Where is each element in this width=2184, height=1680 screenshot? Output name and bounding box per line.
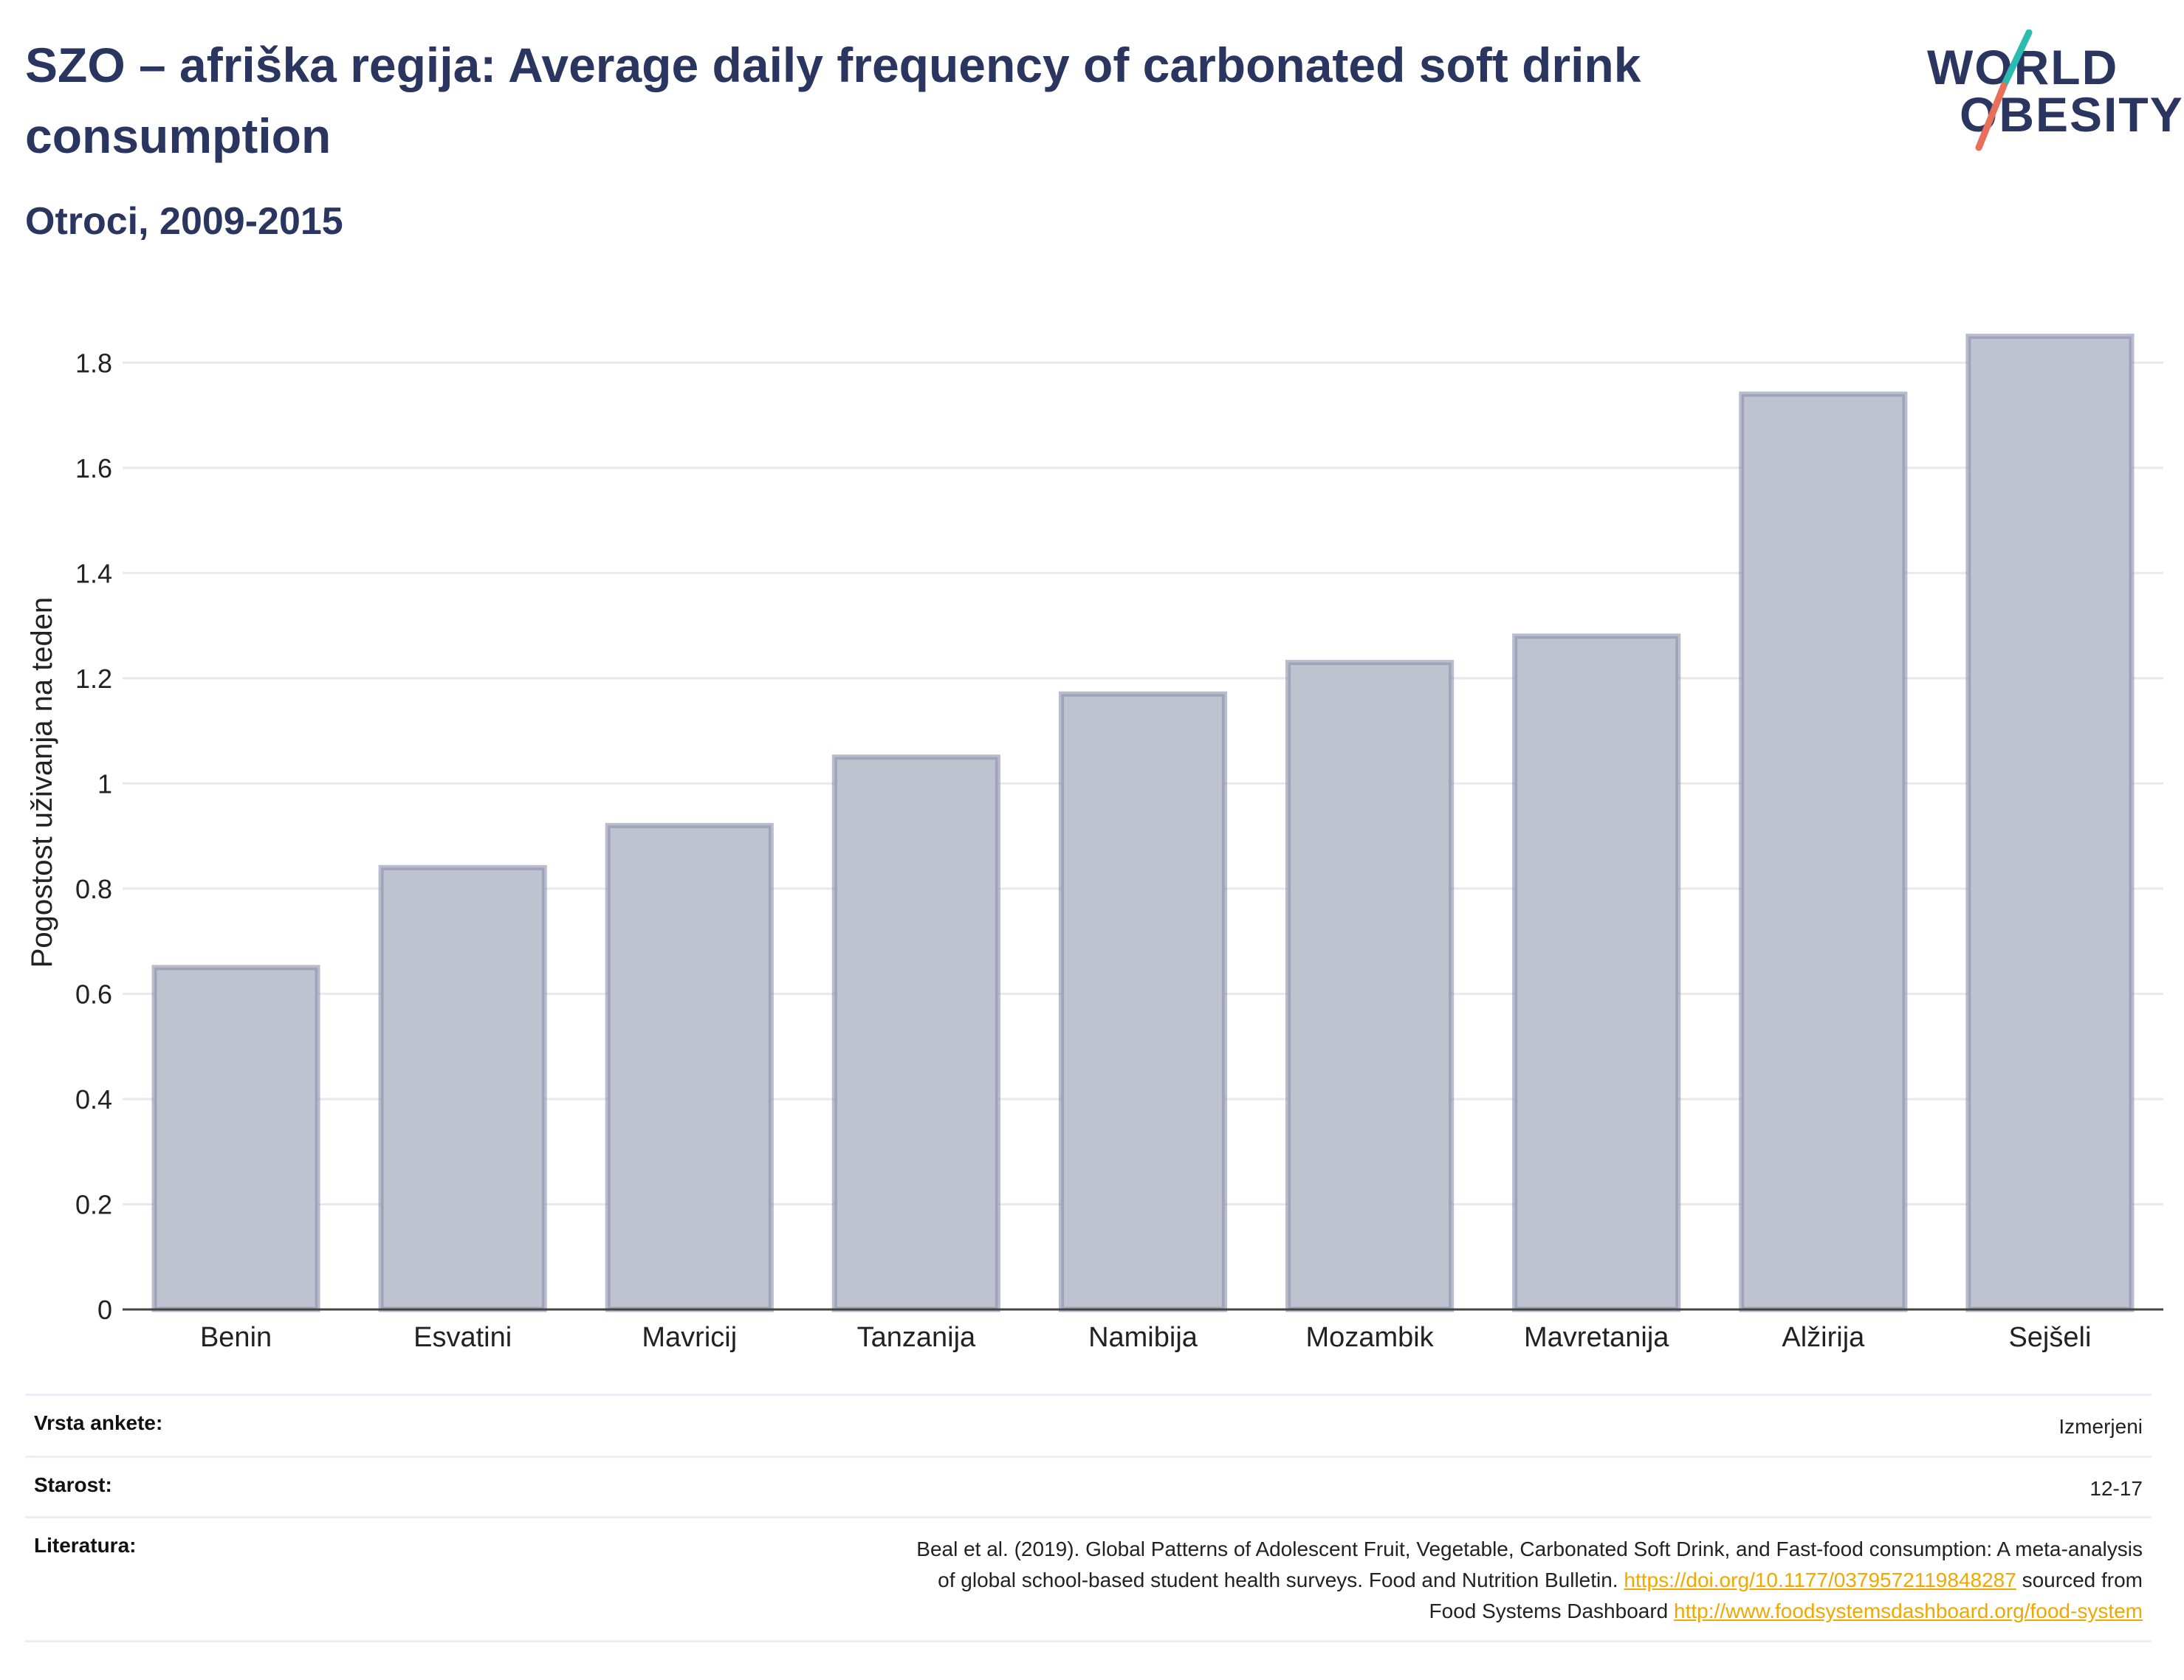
axes: 0 0.2 0.4 0.6 0.8 1 1.2 1.4 1.6 1.8 Benin Esvatini M… (75, 348, 2163, 1353)
y-tick-label: 0.4 (75, 1084, 112, 1115)
y-tick-label: 0.6 (75, 979, 112, 1009)
info-label-age: Starost: (34, 1473, 112, 1496)
x-tick-label: Mozambik (1306, 1322, 1435, 1353)
y-axis-label: Pogostost uživanja na teden (26, 597, 58, 968)
reference-line-2-after: sourced from (2022, 1569, 2143, 1591)
info-separator-top (25, 1394, 2152, 1396)
y-tick-label: 0 (97, 1295, 112, 1325)
reference-line-1: Beal et al. (2019). Global Patterns of A… (916, 1538, 2143, 1560)
reference-line-2: of global school-based student health su… (916, 1565, 2143, 1596)
info-separator-1 (25, 1456, 2152, 1458)
bar-tanzanija (831, 754, 1000, 1312)
x-tick-label: Mavretanija (1524, 1322, 1669, 1353)
y-tick-label: 0.8 (75, 874, 112, 904)
info-label-survey-type: Vrsta ankete: (34, 1411, 163, 1434)
info-label-reference: Literatura: (34, 1534, 137, 1557)
bar-sejšeli (1965, 334, 2135, 1312)
world-obesity-logo: WORLD OBESITY (1927, 30, 2183, 162)
x-tick-label: Mavricij (642, 1322, 737, 1353)
chart-title: SZO – afriška regija: Average daily freq… (25, 38, 1641, 163)
bars (151, 334, 2135, 1312)
x-tick-label: Alžirija (1782, 1322, 1865, 1353)
info-value-reference: Beal et al. (2019). Global Patterns of A… (916, 1534, 2143, 1627)
logo-slash-icon (1975, 30, 2033, 151)
info-row-reference: Literatura: Beal et al. (2019). Global P… (25, 1534, 2152, 1637)
doi-link[interactable]: https://doi.org/10.1177/0379572119848287 (1624, 1569, 2016, 1591)
y-tick-label: 0.2 (75, 1189, 112, 1219)
x-tick-label: Benin (200, 1322, 272, 1353)
info-value-age: 12-17 (2089, 1477, 2143, 1500)
bar-namibija (1058, 691, 1228, 1312)
x-tick-label: Namibija (1088, 1322, 1198, 1353)
reference-line-3-text: Food Systems Dashboard (1429, 1600, 1669, 1622)
info-separator-2 (25, 1516, 2152, 1518)
food-systems-dashboard-link[interactable]: http://www.foodsystemsdashboard.org/food… (1674, 1600, 2143, 1622)
reference-line-2-text: of global school-based student health su… (938, 1569, 1618, 1591)
bar-mavricij (605, 822, 774, 1312)
info-separator-bottom (25, 1640, 2152, 1642)
reference-line-3: Food Systems Dashboard http://www.foodsy… (916, 1596, 2143, 1627)
bar-chart: 0 0.2 0.4 0.6 0.8 1 1.2 1.4 1.6 1.8 Benin Esvatini M… (26, 334, 2163, 1353)
y-tick-label: 1.6 (75, 453, 112, 483)
bar-esvatini (378, 864, 547, 1312)
x-tick-label: Sejšeli (2008, 1322, 2091, 1353)
bar-mozambik (1285, 659, 1455, 1312)
y-tick-label: 1.4 (75, 558, 112, 588)
bar-alžirija (1739, 391, 1908, 1312)
y-tick-label: 1 (97, 768, 112, 799)
bar-mavretanija (1512, 633, 1681, 1312)
chart-subtitle: Otroci, 2009-2015 (25, 200, 343, 243)
y-tick-label: 1.2 (75, 664, 112, 694)
info-value-survey-type: Izmerjeni (2058, 1415, 2143, 1438)
bar-benin (151, 965, 320, 1312)
y-tick-label: 1.8 (75, 348, 112, 378)
x-tick-label: Tanzanija (857, 1322, 976, 1353)
x-tick-label: Esvatini (413, 1322, 512, 1353)
